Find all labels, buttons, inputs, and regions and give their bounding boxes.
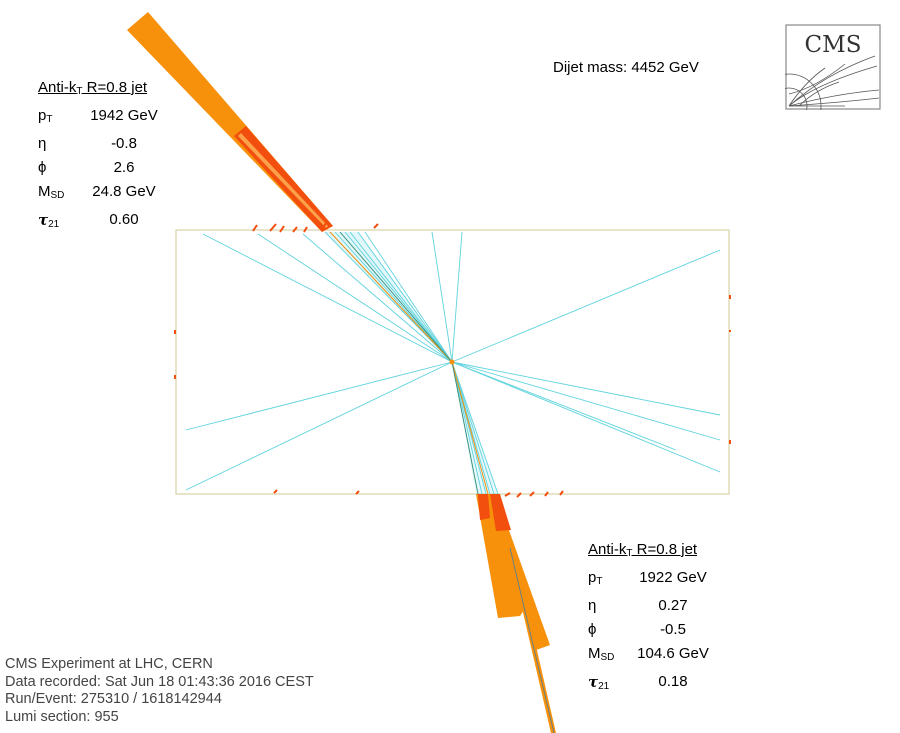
- tracks: [185, 231, 721, 495]
- jet1-phi-value: 2.6: [113, 159, 135, 176]
- jet1-pt-value: 1942 GeV: [90, 107, 158, 124]
- cms-logo-text: CMS: [805, 32, 862, 58]
- primary-vertex: [449, 359, 455, 365]
- jet1-title: Anti-kT R=0.8 jet: [38, 79, 148, 97]
- jet2-tau-label: τ21: [588, 673, 610, 692]
- calorimeter-hits: [174, 221, 731, 498]
- jet2-info-table: Anti-kT R=0.8 jet pT 1922 GeV η 0.27 ϕ -…: [588, 538, 716, 699]
- info-line-lumi: Lumi section: 955: [5, 708, 119, 725]
- jet2-phi-value: -0.5: [660, 621, 686, 638]
- jet1-eta-value: -0.8: [111, 135, 137, 152]
- cms-logo-icon: CMS: [785, 24, 881, 110]
- info-line-experiment: CMS Experiment at LHC, CERN: [5, 656, 213, 672]
- lower-jet-energy-deposit-b: [490, 494, 511, 531]
- jet2-phi-label: ϕ: [588, 621, 597, 638]
- jet2-tau-value: 0.18: [658, 673, 688, 690]
- jet2-title: Anti-kT R=0.8 jet: [588, 541, 698, 559]
- lower-jet-outer-cone: [476, 494, 550, 650]
- jet1-phi-row: ϕ 2.6: [38, 156, 162, 180]
- jet1-tau-value: 0.60: [109, 211, 139, 228]
- jet2-eta-row: η 0.27: [588, 594, 716, 618]
- jet1-msd-row: MSD 24.8 GeV: [38, 180, 162, 208]
- jet1-msd-value: 24.8 GeV: [92, 183, 156, 200]
- jet1-info-table: Anti-kT R=0.8 jet pT 1942 GeV η -0.8 ϕ 2…: [38, 76, 162, 237]
- jet1-eta-row: η -0.8: [38, 132, 162, 156]
- upper-jet-inner-core: [238, 133, 328, 228]
- upper-jet-tracks-filled: [325, 231, 498, 495]
- detector-outline: [175, 229, 730, 495]
- jet2-eta-value: 0.27: [658, 597, 688, 614]
- dijet-mass-label: Dijet mass: 4452 GeV: [553, 59, 699, 76]
- lower-jet-tail-track: [509, 547, 555, 733]
- jet2-msd-row: MSD 104.6 GeV: [588, 642, 716, 670]
- jet1-eta-label: η: [38, 135, 47, 152]
- jet2-pt-row: pT 1922 GeV: [588, 566, 716, 594]
- jet2-eta-label: η: [588, 597, 597, 614]
- info-line-date: Data recorded: Sat Jun 18 01:43:36 2016 …: [5, 673, 314, 690]
- lower-jet: [476, 494, 556, 733]
- jet2-pt-label: pT: [588, 569, 603, 587]
- info-line-run-event: Run/Event: 275310 / 1618142944: [5, 691, 222, 707]
- jet1-tau-label: τ21: [38, 211, 60, 230]
- jet2-msd-label: MSD: [588, 645, 615, 663]
- jet2-msd-value: 104.6 GeV: [637, 645, 709, 662]
- jet1-pt-label: pT: [38, 107, 53, 125]
- jet1-pt-row: pT 1942 GeV: [38, 104, 162, 132]
- jet2-pt-value: 1922 GeV: [639, 569, 707, 586]
- upper-jet: [127, 12, 333, 232]
- event-info: CMS Experiment at LHC, CERN Data recorde…: [5, 656, 314, 726]
- jet2-phi-row: ϕ -0.5: [588, 618, 716, 642]
- lower-jet-energy-deposit-a: [478, 494, 490, 520]
- jet1-tau-row: τ21 0.60: [38, 208, 162, 237]
- jet2-tau-row: τ21 0.18: [588, 670, 716, 699]
- jet1-msd-label: MSD: [38, 183, 65, 201]
- jet1-phi-label: ϕ: [38, 159, 47, 176]
